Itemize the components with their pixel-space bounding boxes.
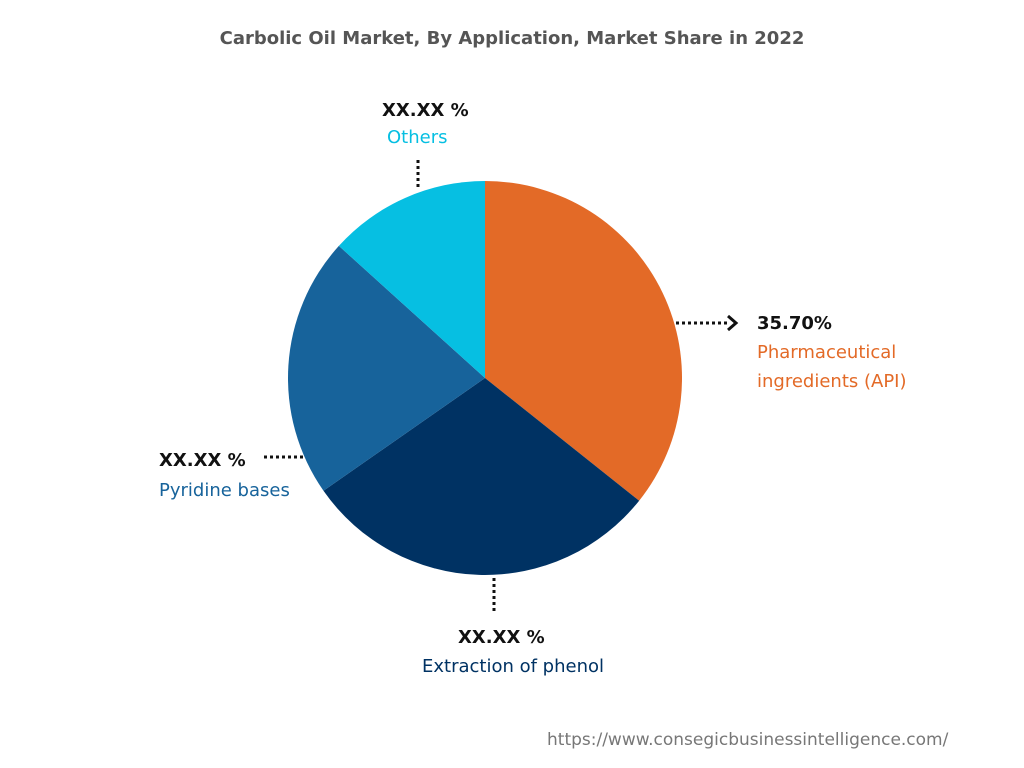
value-label: XX.XX % [458, 627, 545, 648]
leader-arrow [727, 314, 739, 332]
value-label: 35.70% [757, 313, 832, 334]
value-label: XX.XX % [382, 100, 469, 121]
category-label: Extraction of phenol [422, 656, 605, 677]
pie-slice [323, 378, 640, 575]
source-url: https://www.consegicbusinessintelligence… [547, 730, 949, 750]
pie-slice [338, 181, 485, 378]
chart-title: Carbolic Oil Market, By Application, Mar… [219, 28, 805, 49]
category-label: Pyridine bases [159, 480, 290, 501]
pie-slice [485, 181, 682, 501]
value-label: XX.XX % [159, 450, 246, 471]
category-label: Others [387, 127, 448, 148]
category-label: Pharmaceutical ingredients (API) [757, 342, 907, 392]
pie-slice [288, 245, 485, 491]
